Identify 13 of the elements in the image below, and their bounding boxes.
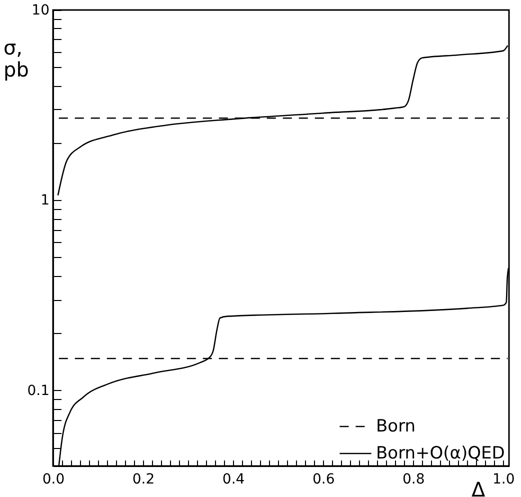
x-axis-title: Δ (472, 478, 486, 497)
x-tick-label: 1.0 (492, 472, 515, 488)
legend-label: Born+O(α)QED (376, 444, 505, 464)
x-tick-label: 0.2 (132, 472, 155, 488)
x-tick-label: 0.0 (42, 472, 65, 488)
y-tick-label: 1 (40, 192, 50, 209)
x-tick-label: 0.4 (222, 472, 245, 488)
x-tick-label: 0.6 (312, 472, 335, 488)
legend-label: Born (376, 416, 416, 436)
y-tick-label: 10 (32, 2, 50, 18)
x-tick-label: 0.8 (402, 472, 425, 488)
y-axis-title: σ, pb (4, 36, 29, 82)
y-tick-label: 0.1 (27, 382, 50, 399)
